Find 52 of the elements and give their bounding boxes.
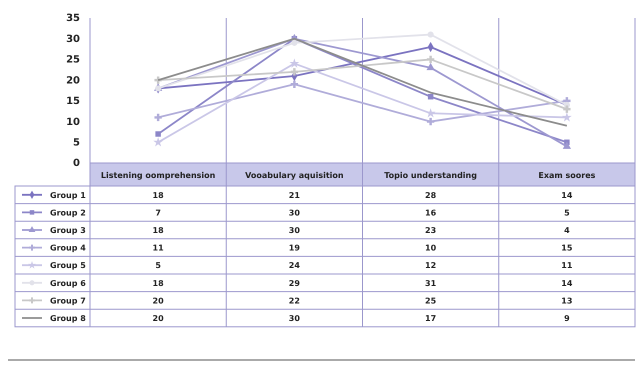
legend-label: Group 5 <box>50 261 86 270</box>
data-label: 14 <box>561 278 573 288</box>
legend-label: Group 4 <box>50 244 86 253</box>
legend-label: Group 8 <box>50 314 86 323</box>
data-label: 5 <box>564 208 570 218</box>
data-label: 30 <box>288 314 300 323</box>
legend-label: Group 6 <box>50 278 86 288</box>
y-tick-label: 10 <box>66 116 80 128</box>
data-label: 30 <box>288 226 300 235</box>
data-label: 4 <box>564 226 570 235</box>
data-label: 7 <box>155 208 161 218</box>
x-tick-label: Vooabulary aquisition <box>245 171 344 180</box>
data-label: 20 <box>152 314 164 323</box>
data-label: 10 <box>425 244 437 253</box>
y-tick-label: 35 <box>66 13 80 24</box>
data-label: 30 <box>288 208 300 218</box>
data-label: 12 <box>425 261 436 270</box>
data-label: 20 <box>152 296 164 306</box>
data-label: 15 <box>561 244 573 253</box>
legend-label: Group 7 <box>50 296 86 306</box>
y-tick-label: 15 <box>66 96 80 108</box>
data-label: 16 <box>425 208 437 218</box>
data-label: 5 <box>155 261 162 270</box>
data-label: 13 <box>561 296 572 306</box>
x-tick-label: Topio understanding <box>384 171 478 180</box>
data-label: 11 <box>561 261 573 270</box>
data-label: 14 <box>561 190 573 200</box>
data-label: 24 <box>288 261 300 270</box>
legend-label: Group 1 <box>50 190 86 200</box>
y-tick-label: 25 <box>66 54 80 66</box>
data-label: 22 <box>288 296 300 306</box>
y-tick-label: 0 <box>73 158 80 170</box>
data-label: 18 <box>152 226 164 235</box>
data-label: 25 <box>425 296 437 306</box>
legend-label: Group 2 <box>50 208 86 218</box>
data-label: 18 <box>152 278 164 288</box>
data-label: 17 <box>425 314 436 323</box>
x-tick-label: Listening oomprehension <box>100 171 216 180</box>
data-label: 29 <box>288 278 300 288</box>
data-label: 23 <box>425 226 436 235</box>
data-label: 31 <box>425 278 437 288</box>
legend-label: Group 3 <box>50 226 86 235</box>
y-tick-label: 5 <box>73 137 80 148</box>
y-tick-label: 20 <box>66 75 80 86</box>
data-label: 11 <box>152 244 164 253</box>
y-tick-label: 30 <box>66 34 80 45</box>
data-label: 21 <box>288 190 300 200</box>
data-label: 19 <box>288 244 300 253</box>
data-label: 28 <box>425 190 437 200</box>
data-label: 9 <box>564 314 570 323</box>
x-tick-label: Exam soores <box>538 171 596 180</box>
data-label: 18 <box>152 190 164 200</box>
